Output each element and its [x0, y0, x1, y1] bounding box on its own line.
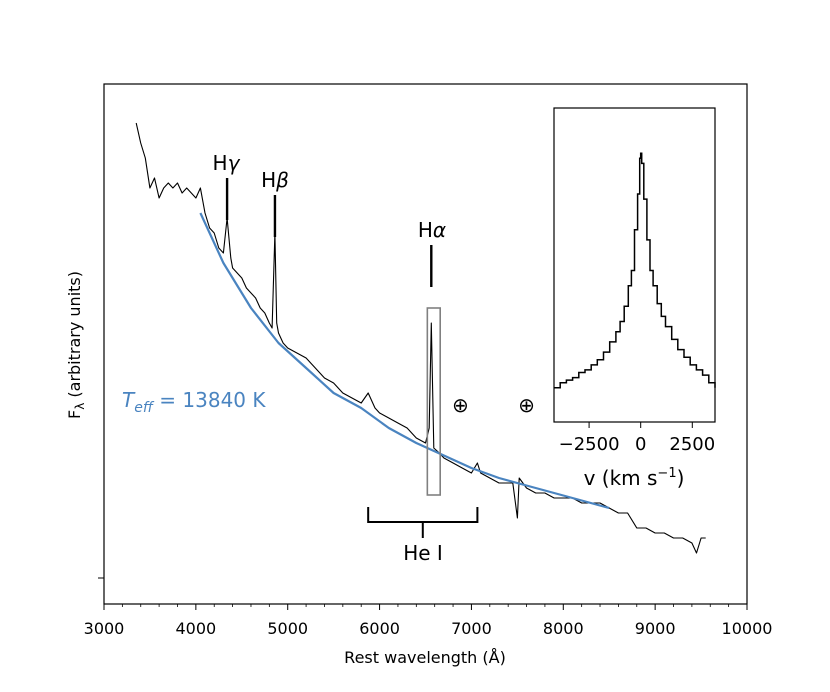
inset-x-tick-label: 2500	[669, 434, 715, 455]
inset-xlabel-prefix: v (km s	[584, 466, 658, 490]
halpha-highlight-box	[426, 307, 441, 496]
x-tick-label: 9000	[635, 619, 676, 638]
hgamma-label-main: H	[213, 151, 228, 175]
inset-x-tick-label: −2500	[559, 434, 620, 455]
line-id-halpha: Hα	[418, 218, 446, 242]
hbeta-label-main: H	[261, 168, 276, 192]
observed-spectrum-line	[135, 122, 706, 554]
inset-x-axis-label: v (km s−1)	[584, 466, 685, 490]
telluric-symbol-1: ⊕	[452, 393, 469, 417]
x-tick-label: 10000	[722, 619, 773, 638]
he-i-bracket	[367, 507, 479, 538]
x-tick-label: 7000	[451, 619, 492, 638]
y-axis-label-rest: (arbitrary units)	[65, 271, 84, 403]
main-x-ticks: 3000 4000 5000 6000 7000 8000 9000 10000	[84, 604, 773, 638]
line-id-hbeta: Hβ	[261, 168, 289, 192]
inset-x-tick-label: 0	[635, 434, 646, 455]
x-tick-label: 5000	[267, 619, 308, 638]
svg-text:Hβ: Hβ	[261, 168, 289, 192]
halpha-label-main: H	[418, 218, 433, 242]
blackbody-fit-line	[199, 212, 610, 510]
teff-value: = 13840 K	[153, 388, 266, 412]
main-series-group	[135, 122, 706, 554]
main-plot-frame	[103, 83, 748, 605]
x-tick-label: 4000	[175, 619, 216, 638]
y-axis-label-subscript: λ	[73, 403, 87, 410]
hbeta-label-greek: β	[275, 168, 289, 192]
halpha-label-greek: α	[433, 218, 446, 242]
y-axis-label-main: F	[65, 410, 84, 419]
line-id-markers	[225, 178, 433, 287]
he-i-label: He I	[403, 541, 443, 565]
svg-text:Hγ: Hγ	[213, 151, 241, 175]
inset-xlabel-sup: −1	[657, 466, 676, 481]
inset-xlabel-suffix: )	[677, 466, 685, 490]
inset-series-group	[554, 152, 716, 389]
y-axis-label: Fλ (arbitrary units)	[65, 271, 87, 419]
teff-label: Teff = 13840 K	[122, 388, 266, 416]
teff-subscript: eff	[134, 400, 155, 416]
inset-halpha-profile-line	[554, 152, 716, 389]
telluric-symbol-2: ⊕	[518, 393, 535, 417]
x-tick-label: 8000	[543, 619, 584, 638]
line-id-hgamma: Hγ	[213, 151, 241, 175]
inset-x-ticks: −2500 0 2500	[559, 422, 715, 455]
x-tick-label: 6000	[359, 619, 400, 638]
svg-text:Hα: Hα	[418, 218, 446, 242]
x-tick-label: 3000	[84, 619, 125, 638]
x-axis-label: Rest wavelength (Å)	[344, 648, 506, 667]
hgamma-label-greek: γ	[228, 151, 241, 175]
teff-prefix: T	[122, 388, 136, 412]
